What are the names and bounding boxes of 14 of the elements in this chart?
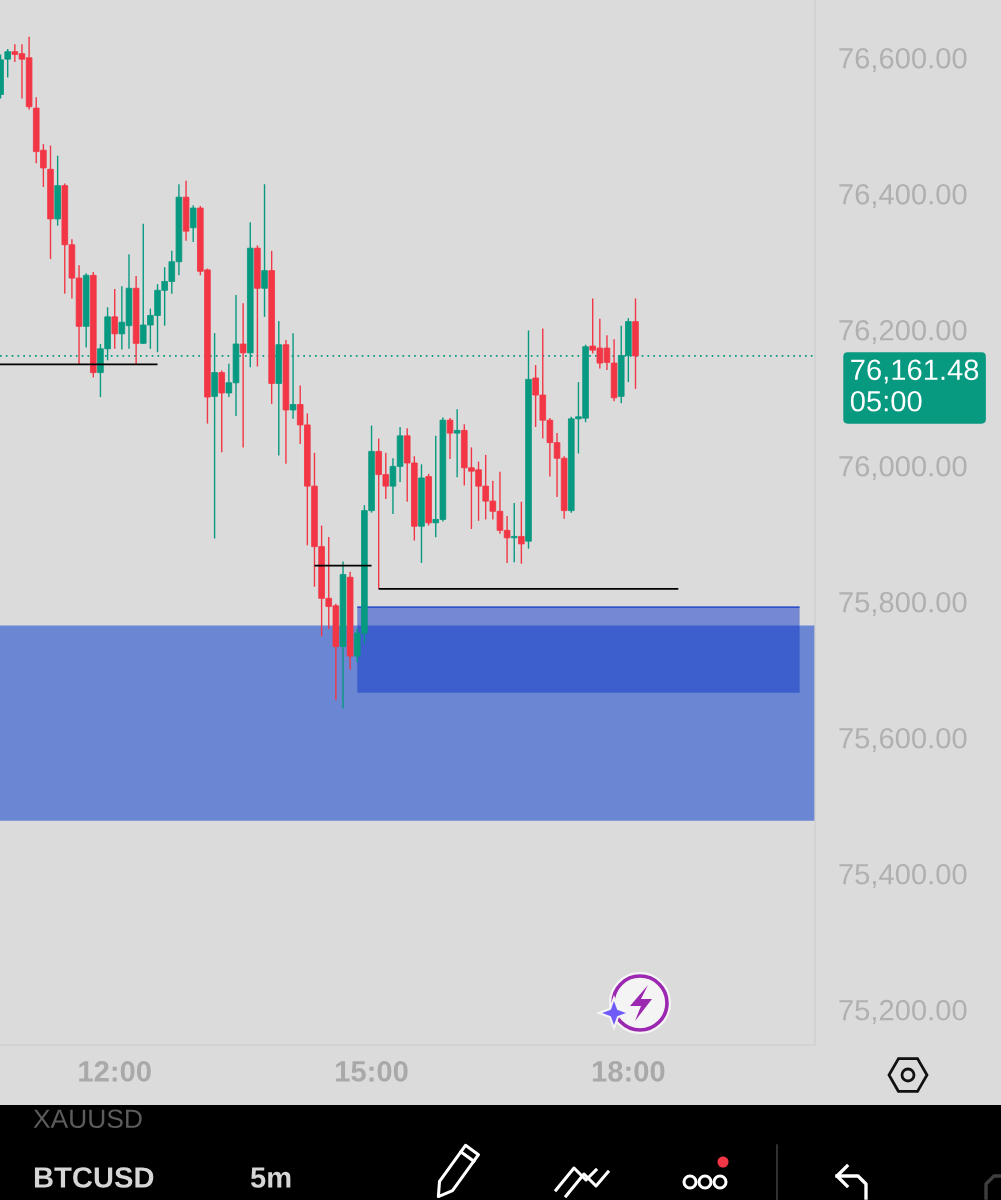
candlestick — [239, 303, 247, 448]
text: BTCUSD — [34, 1167, 154, 1188]
candlestick — [189, 205, 197, 243]
candlestick — [111, 288, 118, 349]
text: 5m — [250, 1167, 291, 1188]
candlestick — [453, 409, 461, 478]
candlestick — [218, 370, 225, 453]
candlestick — [510, 503, 518, 563]
text: XAUUSD — [33, 1109, 142, 1129]
ref-line-label: 76,161.48 05:00 — [850, 359, 979, 412]
candlestick — [446, 418, 454, 459]
candlestick — [289, 333, 297, 419]
candlestick — [518, 501, 525, 564]
candlestick — [261, 184, 268, 317]
